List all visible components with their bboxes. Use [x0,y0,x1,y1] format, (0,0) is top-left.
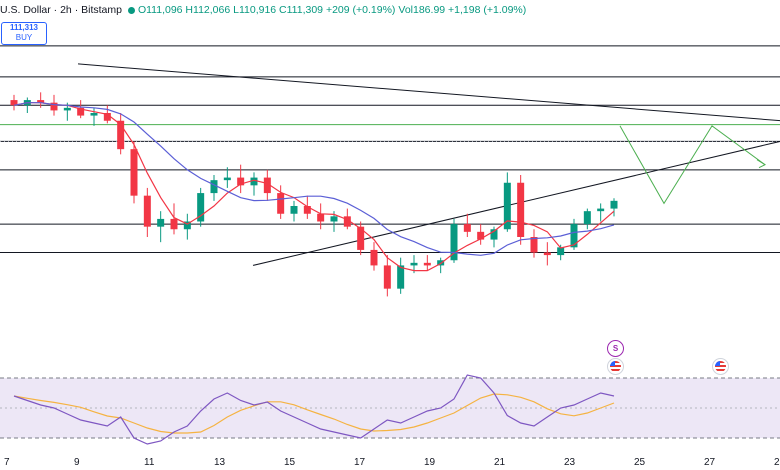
x-axis-tick-label: 21 [494,457,506,468]
candle-body [423,262,431,266]
candle-body [597,208,605,212]
candle-body [103,113,111,121]
symbol-header: U.S. Dollar · 2h · Bitstamp O111,096 H11… [0,2,529,18]
candle-body [317,213,325,222]
x-axis-tick-label: 27 [704,457,716,468]
candle-body [370,249,378,266]
candle-body [130,149,138,196]
us-flag-glyph [610,361,621,372]
candle-body [610,200,618,209]
x-axis-tick-label: 25 [634,457,646,468]
candle-body [503,182,511,230]
candle-body [157,218,165,227]
candle-body [223,177,231,181]
candle-body [477,231,485,240]
candle-body [77,107,85,116]
us-flag-glyph [715,361,726,372]
projection-arrowhead [756,159,767,169]
us-flag-icon[interactable] [712,358,729,375]
candle-body [330,216,338,222]
split-icon[interactable]: S [607,340,624,357]
x-axis-tick-label: 7 [4,457,10,468]
candle-body [290,206,298,214]
market-status-dot [127,6,135,14]
candle-body [583,211,591,225]
candle-body [277,193,285,214]
candle-body [383,265,391,289]
candle-body [117,120,125,150]
buy-price: 111,313 [9,23,39,32]
candle-body [343,216,351,227]
rsi-ma-line [13,393,615,434]
candle-body [10,100,18,106]
ohlc-readout: O111,096 H112,066 L110,916 C111,309 +209… [137,4,396,16]
ma-slow-line [13,102,615,256]
ma-fast-line [13,102,615,272]
x-axis-tick-label: 29 [774,457,780,468]
candle-body [463,224,471,232]
rsi-line [13,374,615,445]
split-icon-text: S [612,344,619,353]
x-axis-tick-label: 19 [424,457,436,468]
projection-path [619,125,766,205]
x-axis-tick-label: 9 [74,457,80,468]
buy-button[interactable]: 111,313 BUY [1,22,47,45]
x-axis-tick-label: 13 [214,457,226,468]
candle-body [303,206,311,214]
candle-body [37,100,45,103]
candle-body [237,177,245,186]
x-axis-tick-label: 17 [354,457,366,468]
candle-body [530,237,538,253]
candle-body [490,229,498,240]
candle-body [397,265,405,289]
candle-body [210,180,218,194]
buy-label: BUY [15,33,33,42]
symbol-title[interactable]: U.S. Dollar · 2h · Bitstamp [0,4,122,16]
candle-body [250,177,258,186]
candle-body [183,221,191,230]
candle-body [543,252,551,256]
candle-body [170,218,178,230]
us-flag-icon[interactable] [607,358,624,375]
volume-readout: Vol186.99 +1,198 (+1.09%) [398,4,527,16]
candle-body [570,224,578,248]
candle-body [357,226,365,250]
candle-body [450,224,458,261]
candle-body [90,113,98,116]
candle-body [263,177,271,194]
x-axis-tick-label: 11 [144,457,155,468]
triangle-lower-line [252,140,780,266]
candle-body [557,247,565,256]
candle-body [143,195,151,227]
candle-body [410,262,418,266]
x-axis-tick-label: 23 [564,457,576,468]
candle-body [63,107,71,111]
triangle-upper-line [77,63,780,122]
candle-body [50,102,58,111]
candle-body [517,182,525,237]
x-axis-tick-label: 15 [284,457,296,468]
candle-body [197,193,205,222]
